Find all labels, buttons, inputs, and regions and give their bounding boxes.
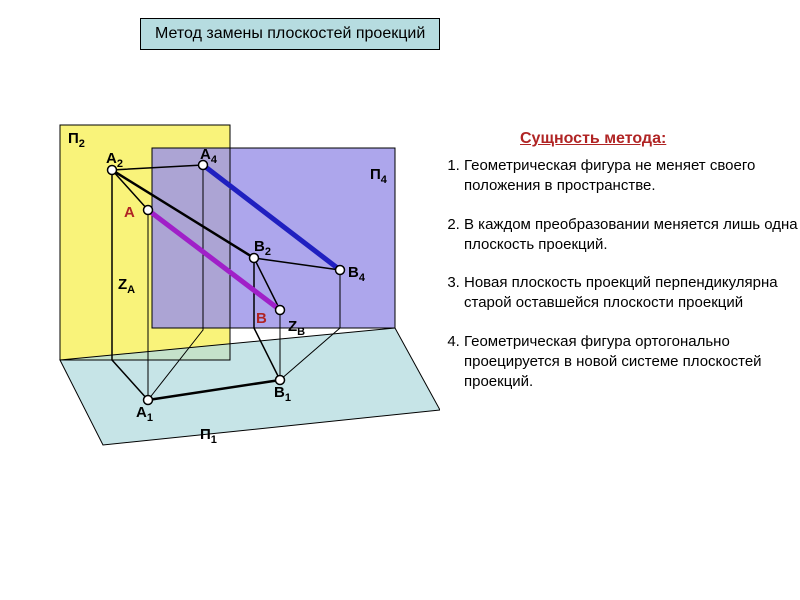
diagram-label: B4	[348, 264, 365, 284]
diagram-label: B2	[254, 238, 271, 258]
title-box: Метод замены плоскостей проекций	[140, 18, 440, 50]
diagram-label: A4	[200, 146, 217, 166]
title-text: Метод замены плоскостей проекций	[155, 25, 425, 42]
diagram-label: B1	[274, 384, 291, 404]
diagram-label: A2	[106, 150, 123, 170]
diagram-label: П4	[370, 166, 387, 186]
diagram-label: П2	[68, 130, 85, 150]
diagram-label: A1	[136, 404, 153, 424]
projection-diagram	[40, 110, 440, 470]
diagram-label: A	[124, 204, 135, 221]
diagram-svg	[40, 110, 440, 470]
method-list-ol: Геометрическая фигура не меняет своего п…	[442, 156, 798, 392]
essence-title: Сущность метода:	[520, 130, 666, 148]
diagram-label: ZB	[288, 318, 305, 338]
diagram-label: ZA	[118, 276, 135, 296]
list-item: Новая плоскость проекций перпендикулярна…	[464, 273, 798, 314]
diagram-label: B	[256, 310, 267, 327]
list-item: Геометрическая фигура ортогонально проец…	[464, 332, 798, 393]
list-item: В каждом преобразовании меняется лишь од…	[464, 215, 798, 256]
diagram-label: П1	[200, 426, 217, 446]
method-list: Геометрическая фигура не меняет своего п…	[442, 156, 798, 410]
list-item: Геометрическая фигура не меняет своего п…	[464, 156, 798, 197]
